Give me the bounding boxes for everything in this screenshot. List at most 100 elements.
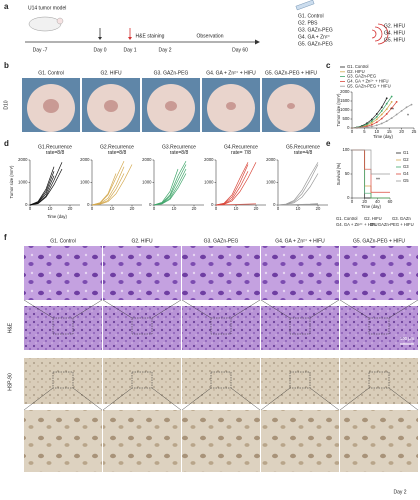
zoom-box	[289, 371, 311, 389]
zoom-line	[151, 299, 182, 319]
y-tick-label: 2000	[266, 157, 276, 162]
group-title: G2. HIFU	[131, 238, 153, 244]
series-line	[153, 168, 179, 206]
panel-label: f	[4, 233, 7, 242]
series-line	[351, 101, 397, 129]
micrograph	[340, 358, 418, 404]
y-tick-label: 1000	[266, 180, 276, 185]
tumor	[43, 99, 59, 113]
y-tick-label: 1500	[340, 98, 350, 103]
y-tick-label: 0	[87, 202, 90, 207]
row-label: H&E	[7, 322, 13, 333]
x-tick-label: 0	[153, 206, 156, 211]
x-tick-label: 10	[110, 206, 115, 211]
x-tick-label: 20	[399, 129, 404, 134]
mouse-ear	[56, 17, 64, 25]
x-tick-label: 0	[277, 206, 280, 211]
micrograph	[261, 410, 339, 472]
x-tick-label: 10	[234, 206, 239, 211]
chart-title: G4.Recurrence	[224, 144, 258, 150]
series-line	[215, 203, 257, 206]
micrograph	[24, 410, 102, 472]
tumor	[287, 103, 295, 109]
micrograph	[103, 410, 181, 472]
y-tick-label: 2000	[142, 157, 152, 162]
legend-label: G1	[403, 150, 409, 155]
zoom-box	[368, 317, 390, 335]
footnote: G3. GAZn	[392, 216, 412, 221]
micrograph	[261, 246, 339, 300]
model-label: U14 tumor model	[28, 5, 66, 11]
x-tick-label: 0	[351, 129, 354, 134]
row-label: HSP-90	[7, 373, 13, 391]
y-tick-label: 2000	[204, 157, 214, 162]
series-line	[153, 164, 187, 206]
x-axis-title: Time (day)	[47, 214, 67, 219]
scale-bar-label: 100 μm	[400, 336, 415, 341]
legend-label: G5	[403, 178, 409, 183]
x-tick-label: 20	[316, 206, 321, 211]
y-tick-label: 50	[345, 171, 350, 176]
zoom-line	[72, 387, 103, 411]
group-title: G5. GAZn-PEG + HIFU	[353, 238, 405, 244]
group-label: G1. Control	[298, 13, 324, 19]
series-line	[351, 96, 392, 129]
y-tick-label: 500	[343, 116, 351, 121]
panel-label: d	[4, 139, 9, 148]
footnote: G5. GAZn-PEG + HIFU	[370, 222, 414, 227]
chart-title: G5.Recurrence	[286, 144, 320, 150]
x-tick-label: 10	[48, 206, 53, 211]
timeline-label: Day 2	[158, 47, 171, 53]
x-tick-label: 15	[387, 129, 392, 134]
micrograph	[103, 246, 181, 300]
tumor	[165, 101, 177, 111]
zoom-line	[339, 299, 370, 319]
legend-label: G3	[403, 164, 409, 169]
chart-title: G1.Recurrence	[38, 144, 72, 150]
group-title: G2. HIFU	[100, 70, 122, 76]
x-tick-label: 10	[296, 206, 301, 211]
zoom-line	[388, 299, 419, 319]
y-tick-label: 1000	[204, 180, 214, 185]
group-label: G5. GAZn-PEG	[298, 41, 333, 47]
survival-line	[352, 149, 390, 175]
zoom-box	[52, 371, 74, 389]
zoom-box	[52, 317, 74, 335]
series-line	[91, 166, 125, 206]
series-line	[277, 203, 319, 206]
zoom-box	[210, 371, 232, 389]
x-tick-label: 0	[215, 206, 218, 211]
micrograph	[340, 306, 418, 350]
zoom-box	[131, 371, 153, 389]
panel-label: b	[4, 61, 9, 70]
group-title: G4. GA + Zn²⁺ + HIFU	[275, 238, 325, 244]
zoom-line	[23, 299, 54, 319]
hifu-label: G5. HIFU	[384, 37, 406, 43]
y-tick-label: 0	[347, 195, 350, 200]
mouse-icon	[28, 16, 62, 32]
timeline-label: H&E staining	[136, 33, 165, 39]
arrow-head	[98, 37, 102, 40]
zoom-box	[368, 371, 390, 389]
timepoint-label: Day 2	[393, 489, 406, 495]
x-tick-label: 20	[254, 206, 259, 211]
micrograph	[24, 306, 102, 350]
panel-label: e	[326, 139, 331, 148]
micrograph	[340, 410, 418, 472]
micrograph	[103, 306, 181, 350]
hifu-label: G2. HIFU	[384, 23, 406, 29]
y-tick-label: 0	[149, 202, 152, 207]
zoom-line	[151, 387, 182, 411]
x-tick-label: 20	[130, 206, 135, 211]
timeline-label: Day 0	[93, 47, 106, 53]
micrograph	[103, 358, 181, 404]
arrow-head	[128, 37, 132, 40]
micrograph	[340, 246, 418, 300]
footnote: G4. GA + Zn²⁺ + HIFU	[336, 222, 378, 227]
series-line	[29, 171, 55, 206]
zoom-box	[210, 317, 232, 335]
y-tick-label: 1000	[340, 107, 350, 112]
series-line	[215, 171, 249, 206]
y-axis-title: Tumor size (mm³)	[336, 93, 341, 126]
